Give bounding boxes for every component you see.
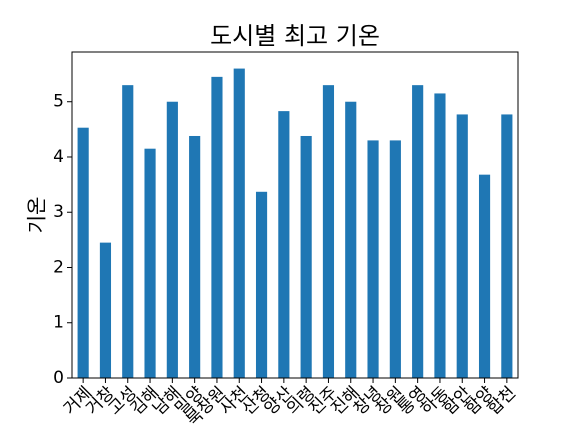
bar xyxy=(144,148,156,378)
bar xyxy=(412,85,424,379)
bar xyxy=(77,127,89,378)
bar xyxy=(122,85,134,379)
y-tick-label: 0 xyxy=(53,368,64,388)
y-tick-label: 5 xyxy=(53,92,64,112)
bar xyxy=(300,135,312,378)
bar xyxy=(456,114,468,378)
bar xyxy=(389,140,401,378)
bar xyxy=(322,85,335,379)
bar xyxy=(189,135,201,378)
chart-title: 도시별 최고 기온 xyxy=(210,22,380,50)
bar xyxy=(99,242,112,378)
bar xyxy=(211,76,223,378)
y-tick-label: 2 xyxy=(53,257,64,277)
y-axis-label: 기온 xyxy=(25,197,49,234)
bar xyxy=(166,101,178,378)
plot-frame xyxy=(71,51,519,379)
y-tick-label: 4 xyxy=(53,147,64,167)
x-tick-label: 합천 xyxy=(484,383,520,419)
bar xyxy=(255,191,268,378)
y-tick-label: 1 xyxy=(53,313,64,333)
bar xyxy=(278,111,290,378)
y-tick-label: 3 xyxy=(53,202,64,222)
bar xyxy=(233,68,245,379)
bar xyxy=(367,140,379,378)
bar xyxy=(478,174,491,378)
bar xyxy=(501,114,513,378)
bar xyxy=(345,101,357,378)
bar xyxy=(434,93,446,379)
